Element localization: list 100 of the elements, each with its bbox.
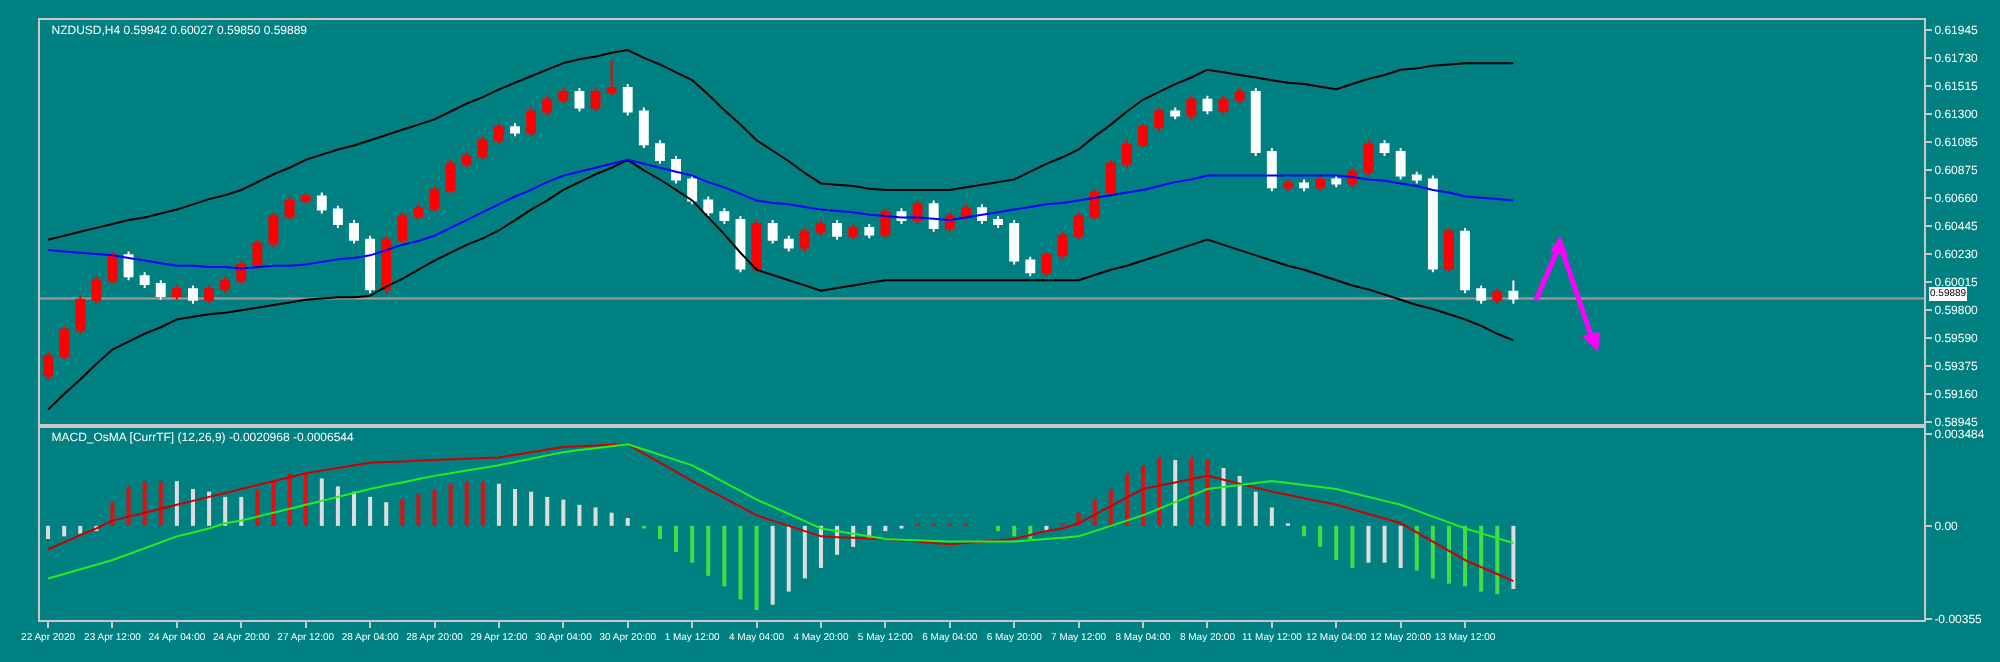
candlestick [1508,279,1519,305]
bar [609,512,614,526]
bar [416,494,421,526]
bar [529,491,534,526]
candlestick [1041,250,1052,278]
bar [674,525,679,553]
bar [1479,525,1484,592]
candlestick [832,219,843,241]
bar [368,496,373,526]
bar [1398,525,1403,568]
bar [657,525,662,539]
candlestick [1427,174,1438,274]
bar [577,504,582,526]
candlestick [1363,139,1374,177]
candlestick [188,284,198,305]
candlestick [1476,284,1487,305]
bar [1237,475,1242,526]
candlestick [252,238,263,270]
bar [1495,525,1500,595]
candlestick [703,195,714,218]
bar [78,525,83,534]
candlestick [1315,174,1326,193]
candlestick [1138,122,1148,150]
bar [158,481,163,526]
candlestick [1121,139,1132,169]
bar [303,473,308,526]
bar [1189,457,1194,526]
candlestick [816,219,826,237]
line-series [47,158,1515,411]
candlestick [542,94,553,117]
candlestick [123,250,134,282]
candlestick [574,86,585,113]
bar [62,525,67,537]
candlestick [1395,147,1406,181]
candlestick [1025,255,1036,278]
candlestick [477,135,488,161]
candlestick [622,83,633,117]
bar [996,525,1001,532]
candlestick [413,203,424,222]
candlestick [510,122,520,138]
candlestick [638,106,649,150]
bar [1366,525,1371,563]
bar [1302,525,1307,537]
bar [1382,525,1387,563]
candlestick [43,351,53,381]
candlestick [139,271,150,290]
bar [464,481,469,526]
bar [1205,460,1210,526]
bar [239,496,244,526]
bar [223,496,228,526]
bar [1430,525,1435,579]
line-series [47,158,1515,270]
bar [802,525,807,579]
candlestick [91,275,102,305]
bar [255,489,260,526]
bar [496,483,501,526]
candlestick [1444,226,1454,274]
bar [174,481,179,526]
candlestick [993,215,1004,229]
candlestick [1250,86,1261,157]
candlestick [1299,178,1309,193]
bar [142,481,147,526]
candlestick [493,122,504,146]
bar [351,491,357,526]
bar [1012,525,1017,537]
candlestick [220,275,231,295]
candlestick [1411,170,1422,185]
bar [335,486,340,526]
candlestick [316,191,327,215]
candlestick [171,284,182,301]
candlestick [526,106,537,138]
candlestick [687,174,698,206]
bar [110,502,115,526]
candlestick [1089,187,1100,222]
candlestick [799,226,810,253]
candlestick [880,207,891,240]
candlestick [429,185,440,214]
candlestick [783,234,794,253]
bar [190,489,195,526]
candlestick [59,324,70,361]
bar [1414,525,1419,571]
candlestick [590,86,601,113]
bar [1350,525,1355,568]
candlestick [284,195,295,222]
bar [513,489,518,526]
candlestick [365,234,376,295]
bar [545,496,550,526]
candlestick [268,211,279,249]
candlestick [767,219,778,245]
candlestick [912,199,923,225]
candlestick [928,199,939,233]
bar [207,491,212,526]
candlestick [381,234,392,295]
candlestick [655,139,665,165]
bar [1269,507,1274,526]
bar [432,489,437,526]
candlestick [155,279,166,301]
candlestick [1492,287,1503,305]
candlestick [864,222,875,240]
bar [1173,460,1178,526]
